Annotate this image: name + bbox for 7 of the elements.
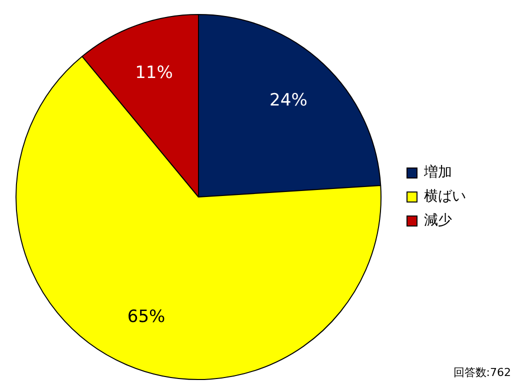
text: 回答数:762 xyxy=(453,365,511,380)
legend-label: 減少 xyxy=(424,212,452,229)
data-label: 24% xyxy=(270,90,308,111)
data-label: 11% xyxy=(135,62,173,83)
data-label: 65% xyxy=(127,307,166,328)
legend-label: 横ばい xyxy=(424,188,466,205)
legend-label: 増加 xyxy=(423,164,452,181)
